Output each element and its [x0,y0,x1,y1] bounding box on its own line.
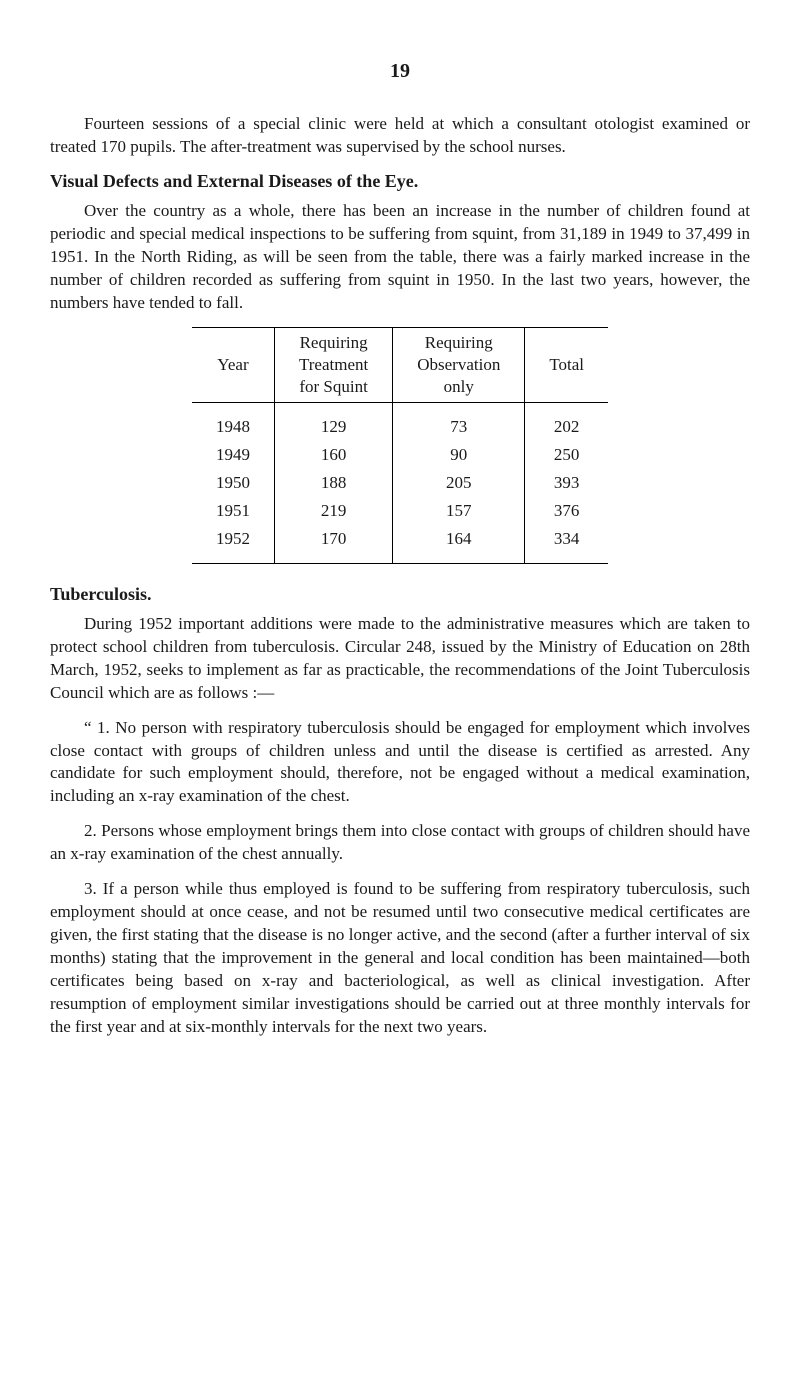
page-number: 19 [50,60,750,83]
tb-para-3: 3. If a person while thus employed is fo… [50,878,750,1039]
cell-year: 1951 [192,497,275,525]
col-observation-l2: Observation [417,355,500,374]
col-observation-l3: only [444,377,474,396]
cell-year: 1948 [192,402,275,441]
cell-total: 393 [525,469,608,497]
cell-observation: 157 [393,497,525,525]
cell-treatment: 129 [274,402,392,441]
cell-total: 376 [525,497,608,525]
col-year: Year [192,327,275,402]
cell-treatment: 188 [274,469,392,497]
cell-observation: 205 [393,469,525,497]
cell-treatment: 170 [274,525,392,564]
cell-total: 202 [525,402,608,441]
col-treatment: Requiring Treatment for Squint [274,327,392,402]
tb-para-2: 2. Persons whose employment brings them … [50,820,750,866]
intro-paragraph: Fourteen sessions of a special clinic we… [50,113,750,159]
col-total: Total [525,327,608,402]
tb-para-1: “ 1. No person with respiratory tubercul… [50,717,750,809]
cell-year: 1950 [192,469,275,497]
cell-observation: 73 [393,402,525,441]
table-row: 1951 219 157 376 [192,497,608,525]
table-header-row: Year Requiring Treatment for Squint Requ… [192,327,608,402]
squint-table: Year Requiring Treatment for Squint Requ… [192,327,608,564]
cell-observation: 90 [393,441,525,469]
col-treatment-l1: Requiring [300,333,368,352]
table-row: 1948 129 73 202 [192,402,608,441]
table-row: 1949 160 90 250 [192,441,608,469]
visual-defects-heading: Visual Defects and External Diseases of … [50,171,750,192]
cell-year: 1952 [192,525,275,564]
tb-para-intro: During 1952 important additions were mad… [50,613,750,705]
cell-year: 1949 [192,441,275,469]
cell-total: 250 [525,441,608,469]
tuberculosis-heading: Tuberculosis. [50,584,750,605]
table-row: 1952 170 164 334 [192,525,608,564]
col-treatment-l3: for Squint [299,377,367,396]
cell-treatment: 160 [274,441,392,469]
cell-treatment: 219 [274,497,392,525]
col-observation: Requiring Observation only [393,327,525,402]
cell-total: 334 [525,525,608,564]
col-observation-l1: Requiring [425,333,493,352]
table-row: 1950 188 205 393 [192,469,608,497]
visual-defects-paragraph: Over the country as a whole, there has b… [50,200,750,315]
col-treatment-l2: Treatment [299,355,368,374]
cell-observation: 164 [393,525,525,564]
